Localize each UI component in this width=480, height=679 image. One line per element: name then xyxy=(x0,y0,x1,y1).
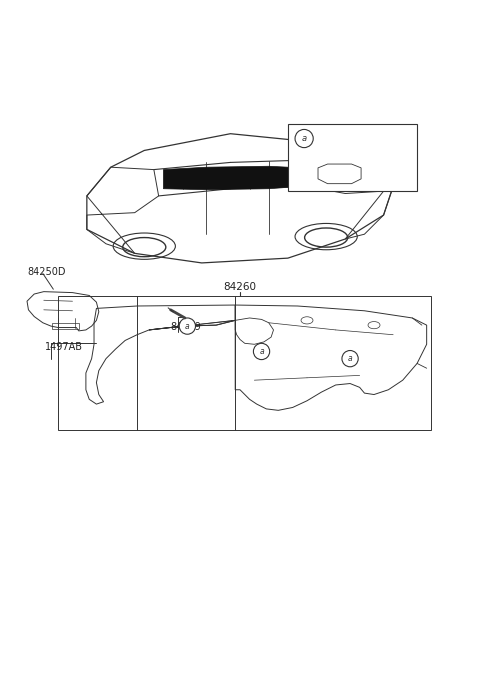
Circle shape xyxy=(295,130,313,147)
Text: a: a xyxy=(259,347,264,356)
Text: 84250D: 84250D xyxy=(27,268,65,278)
Bar xyxy=(288,124,417,191)
Circle shape xyxy=(342,350,358,367)
Text: 84277: 84277 xyxy=(324,134,357,143)
Bar xyxy=(52,323,79,329)
Circle shape xyxy=(253,344,270,360)
Bar xyxy=(58,297,432,430)
Text: a: a xyxy=(185,322,190,331)
Text: 84269: 84269 xyxy=(170,323,201,332)
Text: 84260: 84260 xyxy=(224,282,256,292)
Text: a: a xyxy=(301,134,307,143)
Circle shape xyxy=(179,318,195,334)
Polygon shape xyxy=(163,166,307,189)
Text: a: a xyxy=(348,354,352,363)
Text: 1497AB: 1497AB xyxy=(45,342,83,352)
